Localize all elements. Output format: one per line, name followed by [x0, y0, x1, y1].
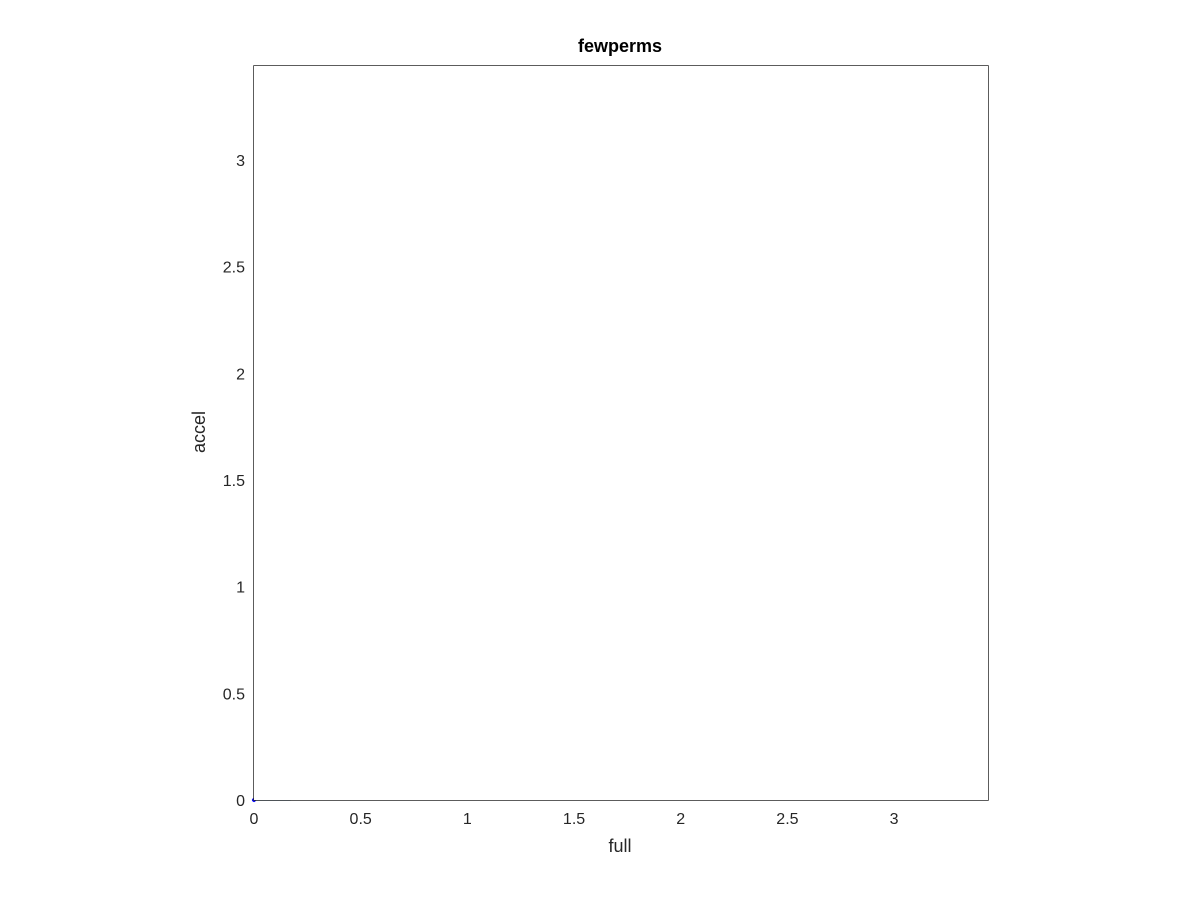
y-tick-label: 2.5	[223, 260, 245, 277]
y-axis-label: accel	[189, 411, 209, 453]
chart-title: fewperms	[578, 36, 662, 56]
y-tick-label: 0	[236, 793, 245, 810]
y-tick-label: 1.5	[223, 473, 245, 490]
x-tick-label: 1.5	[563, 811, 585, 828]
x-tick-label: 3	[890, 811, 899, 828]
y-tick-label: 2	[236, 366, 245, 383]
x-tick-label: 2	[676, 811, 685, 828]
x-tick-label: 1	[463, 811, 472, 828]
x-axis-label: full	[608, 836, 631, 856]
y-tick-label: 0.5	[223, 686, 245, 703]
y-tick-label: 3	[236, 153, 245, 170]
x-tick-label: 0.5	[350, 811, 372, 828]
y-tick-label: 1	[236, 580, 245, 597]
plot-area: 0 0.5 1 1.5 2 2.5 3 0 0.5 1 1.5 2 2.5 3	[223, 65, 989, 828]
y-ticks: 0 0.5 1 1.5 2 2.5 3	[223, 153, 988, 810]
x-tick-label: 2.5	[776, 811, 798, 828]
axes-fill	[254, 66, 988, 800]
x-tick-label: 0	[250, 811, 259, 828]
